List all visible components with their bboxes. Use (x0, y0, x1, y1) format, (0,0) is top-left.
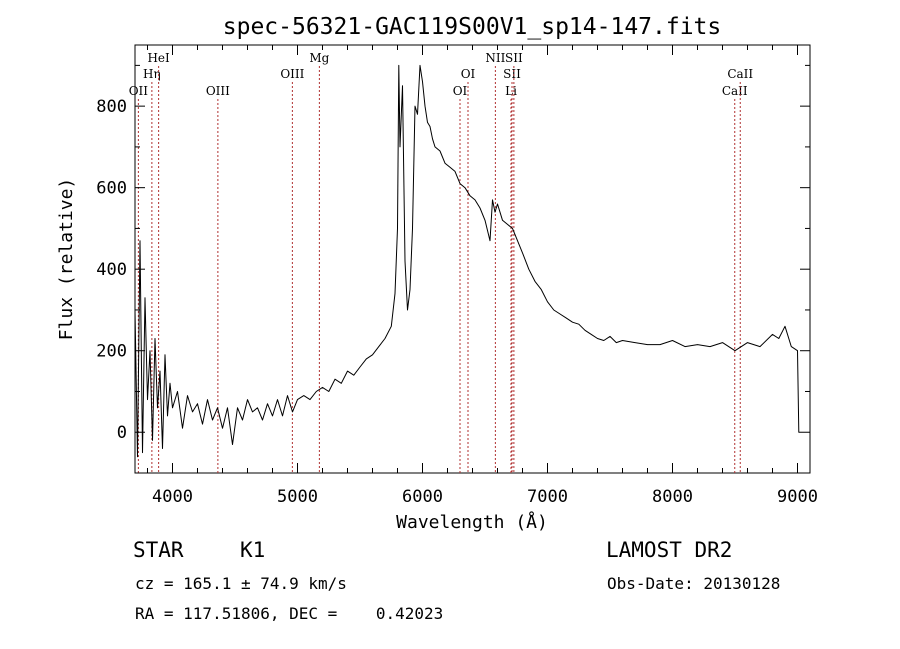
spectral-subclass: K1 (240, 538, 266, 562)
survey-name: LAMOST DR2 (606, 538, 733, 562)
y-tick-label: 400 (96, 260, 127, 280)
line-marker-label: OIII (280, 67, 304, 81)
x-tick-label: 5000 (277, 487, 318, 507)
line-marker-label: Li (505, 84, 517, 98)
x-tick-label: 7000 (527, 487, 568, 507)
line-marker-label: CaII (727, 67, 753, 81)
x-tick-label: 6000 (402, 487, 443, 507)
redshift-value: cz = 165.1 ± 74.9 km/s (135, 574, 347, 593)
line-marker-label: OI (453, 84, 468, 98)
line-marker-label: OII (129, 84, 149, 98)
line-marker-label: Mg (309, 51, 329, 65)
coordinates: RA = 117.51806, DEC = 0.42023 (135, 604, 444, 623)
y-tick-label: 200 (96, 342, 127, 362)
y-tick-label: 0 (117, 423, 127, 443)
y-tick-label: 800 (96, 97, 127, 117)
y-axis-label: Flux (relative) (56, 178, 77, 341)
line-marker-label: SII (503, 67, 521, 81)
chart-title: spec-56321-GAC119S00V1_sp14-147.fits (223, 14, 722, 40)
line-marker-label: OI (461, 67, 476, 81)
line-marker-label: NII (485, 51, 505, 65)
x-axis-label: Wavelength (Å) (396, 511, 548, 533)
spectral-class: STAR (133, 538, 184, 562)
line-markers: OII Hη HeI OIII OIII Mg OI OI NII Li SII SII CaII CaI… (129, 51, 753, 473)
line-marker-label: HeI (147, 51, 170, 65)
y-tick-label: 600 (96, 179, 127, 199)
x-tick-label: 9000 (777, 487, 818, 507)
line-marker-label: OIII (206, 84, 230, 98)
line-marker-label: CaII (722, 84, 748, 98)
axis-ticks: 4000 5000 6000 7000 8000 9000 0 200 400 600 800 (96, 45, 818, 507)
line-marker-label: SII (505, 51, 523, 65)
spectrum-line (134, 64, 800, 458)
plot-frame (134, 44, 811, 474)
observation-date: Obs-Date: 20130128 (607, 574, 781, 593)
x-tick-label: 4000 (152, 487, 193, 507)
x-tick-label: 8000 (652, 487, 693, 507)
line-marker-label: Hη (143, 67, 161, 81)
